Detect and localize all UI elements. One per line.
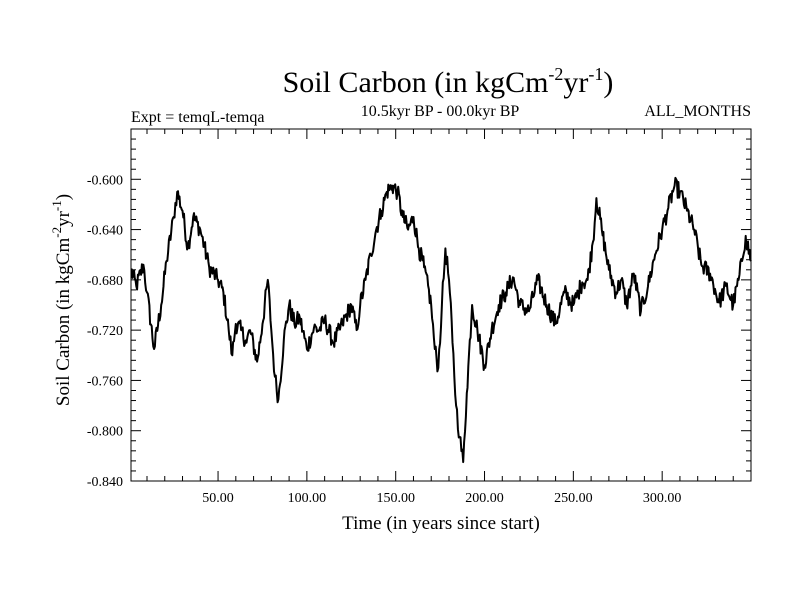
y-axis: -0.840 -0.800 -0.760 -0.720 -0.680 -0.640 -0.6… <box>87 138 751 490</box>
plot-frame <box>130 128 752 482</box>
y-tick-label: -0.840 <box>87 475 123 490</box>
left-subtitle: Expt = temqL-temqa <box>131 109 264 126</box>
x-axis-label: Time (in years since start) <box>342 513 540 534</box>
y-tick-label: -0.720 <box>87 324 123 339</box>
x-tick-label: 300.00 <box>643 491 682 506</box>
right-subtitle: ALL_MONTHS <box>644 103 751 120</box>
x-tick-label: 150.00 <box>376 491 415 506</box>
x-axis: 50.00 100.00 150.00 200.00 250.00 300.00 <box>146 129 734 506</box>
chart-title: Soil Carbon (in kgCm-2yr-1) <box>283 64 614 99</box>
y-tick-label: -0.600 <box>87 173 123 188</box>
y-axis-label: Soil Carbon (in kgCm-2yr-1) <box>49 194 74 406</box>
x-tick-label: 50.00 <box>202 491 234 506</box>
y-tick-label: -0.640 <box>87 224 123 239</box>
x-tick-label: 100.00 <box>288 491 327 506</box>
soil-carbon-series-line <box>130 176 752 464</box>
y-tick-label: -0.680 <box>87 274 123 289</box>
center-subtitle: 10.5kyr BP - 00.0kyr BP <box>361 103 520 120</box>
y-tick-label: -0.760 <box>87 374 123 389</box>
x-tick-label: 250.00 <box>554 491 593 506</box>
y-tick-label: -0.800 <box>87 425 123 440</box>
x-tick-label: 200.00 <box>465 491 504 506</box>
